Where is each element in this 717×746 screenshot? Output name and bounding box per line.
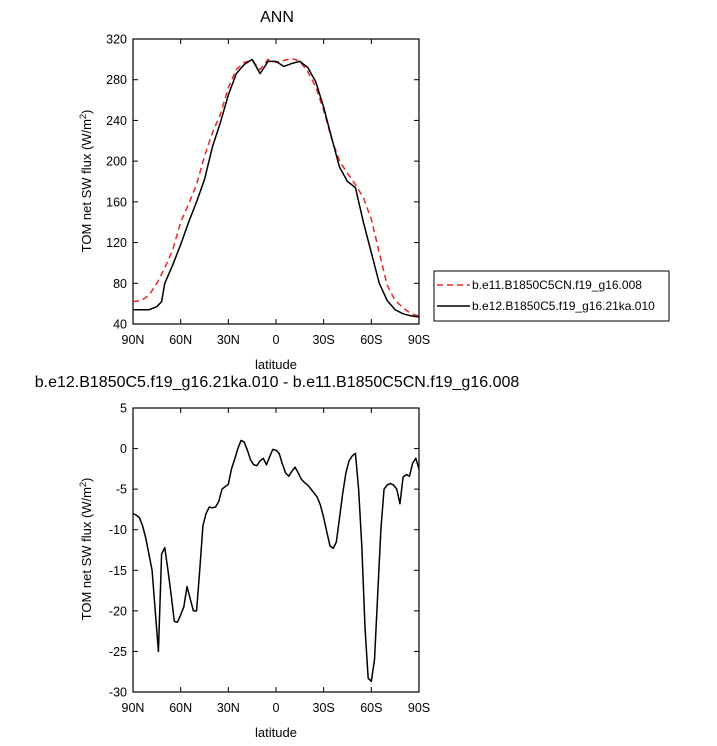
y-tick-label: 0	[120, 442, 127, 456]
x-tick-label: 90S	[408, 701, 430, 715]
y-tick-label: 280	[106, 73, 127, 87]
x-tick-label: 60N	[169, 333, 192, 347]
x-tick-label: 60S	[360, 701, 382, 715]
top-series-lines	[132, 57, 420, 318]
x-tick-label: 60S	[360, 333, 382, 347]
bottom-x-axis: 90N 60N 30N 0 30S 60S 90S	[122, 408, 430, 715]
y-tick-label: -30	[109, 686, 127, 700]
x-tick-label: 30S	[313, 701, 335, 715]
y-tick-label: 40	[113, 318, 127, 332]
x-tick-label: 30N	[217, 333, 240, 347]
legend-box	[433, 270, 670, 322]
x-tick-label: 60N	[169, 701, 192, 715]
y-tick-label: 200	[106, 155, 127, 169]
x-tick-label: 0	[273, 701, 280, 715]
top-x-axis: 90N 60N 30N 0 30S 60S 90S	[122, 39, 430, 347]
y-tick-label: 320	[106, 33, 127, 47]
bottom-panel: b.e12.B1850C5.f19_g16.21ka.010 - b.e11.B…	[35, 374, 520, 740]
legend-label-b-e12: b.e12.B1850C5.f19_g16.21ka.010	[472, 299, 655, 313]
y-tick-label: -25	[109, 645, 127, 659]
y-tick-label: -5	[116, 483, 127, 497]
series-line-black-solid	[132, 439, 420, 683]
y-tick-label: -10	[109, 523, 127, 537]
x-tick-label: 90S	[408, 333, 430, 347]
y-tick-label: -15	[109, 564, 127, 578]
bottom-y-axis-label: TOM net SW flux (W/m2)	[78, 478, 94, 621]
top-plot-frame	[132, 38, 420, 325]
y-tick-label: 160	[106, 195, 127, 209]
legend-entry-black-solid: b.e12.B1850C5.f19_g16.21ka.010	[437, 299, 655, 313]
bottom-y-axis: 5 0 -5 -10 -15 -20 -25 -30	[109, 402, 419, 700]
y-tick-label: 120	[106, 236, 127, 250]
bottom-x-axis-label: latitude	[255, 725, 297, 740]
top-y-axis-label: TOM net SW flux (W/m2)	[78, 110, 94, 253]
bottom-series-lines	[132, 439, 420, 683]
top-x-axis-label: latitude	[255, 357, 297, 372]
x-tick-label: 30N	[217, 701, 240, 715]
y-tick-label: 80	[113, 277, 127, 291]
x-tick-label: 90N	[122, 701, 145, 715]
legend: b.e11.B1850C5CN.f19_g16.008 b.e12.B1850C…	[433, 270, 670, 322]
legend-entry-red-dashed: b.e11.B1850C5CN.f19_g16.008	[437, 278, 642, 292]
top-chart-title: ANN	[260, 9, 294, 26]
x-tick-label: 30S	[313, 333, 335, 347]
series-line-black-solid	[133, 58, 420, 318]
legend-label-b-e11: b.e11.B1850C5CN.f19_g16.008	[472, 278, 642, 292]
y-tick-label: -20	[109, 604, 127, 618]
y-tick-label: 240	[106, 114, 127, 128]
x-tick-label: 90N	[122, 333, 145, 347]
top-panel: ANN 40 80 120 160 200 240 280 320 90N 60N 30N 0 30S…	[78, 9, 670, 372]
y-tick-label: 5	[120, 402, 127, 416]
x-tick-label: 0	[273, 333, 280, 347]
bottom-chart-title: b.e12.B1850C5.f19_g16.21ka.010 - b.e11.B…	[35, 374, 520, 391]
top-y-axis: 40 80 120 160 200 240 280 320	[106, 33, 419, 332]
series-line-red-dashed	[132, 57, 420, 317]
